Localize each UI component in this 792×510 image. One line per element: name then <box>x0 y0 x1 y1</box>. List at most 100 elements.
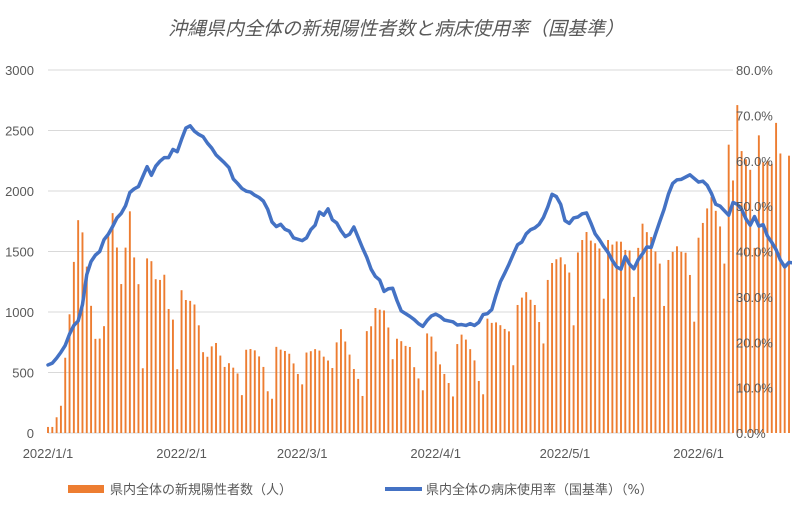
bar <box>421 390 424 433</box>
bar <box>202 352 205 433</box>
bar <box>223 366 226 433</box>
bar <box>447 383 450 433</box>
bar <box>184 300 187 433</box>
bar <box>740 151 743 433</box>
bar <box>469 349 472 433</box>
bar <box>396 338 398 433</box>
bar <box>443 373 446 433</box>
bar <box>620 241 622 433</box>
bar <box>568 272 571 433</box>
x-tick-label: 2022/4/1 <box>410 446 461 461</box>
bar <box>417 378 420 433</box>
y-right-tick-label: 0.0% <box>736 426 766 441</box>
bar <box>227 363 230 433</box>
bar <box>564 264 566 433</box>
bar <box>693 321 696 433</box>
bar <box>594 243 597 433</box>
bar <box>314 349 317 433</box>
bar <box>128 211 131 433</box>
bar <box>581 240 584 433</box>
bar <box>47 426 49 433</box>
bar <box>585 232 588 433</box>
y-right-tick-label: 20.0% <box>736 335 773 350</box>
bar <box>658 263 661 433</box>
legend: 県内全体の新規陽性者数（人） 県内全体の病床使用率（国基準）（%） <box>68 482 653 498</box>
x-tick-label: 2022/1/1 <box>23 446 74 461</box>
bar <box>344 341 347 433</box>
bed-occupancy-line <box>46 124 792 367</box>
bar <box>723 263 726 433</box>
bar <box>115 247 118 433</box>
bar <box>788 155 790 434</box>
bar <box>240 395 243 433</box>
bar <box>391 359 394 433</box>
bar <box>546 279 549 433</box>
y-left-tick-label: 3000 <box>5 63 34 78</box>
bar <box>77 220 80 433</box>
x-axis: 2022/1/1 2022/2/1 2022/3/1 2022/4/1 2022/5/1… <box>23 446 724 461</box>
bar <box>249 349 252 433</box>
bar <box>607 240 610 433</box>
bar <box>749 169 752 433</box>
bar <box>598 248 601 433</box>
bar <box>645 232 648 433</box>
bar <box>176 369 179 433</box>
bar <box>400 341 403 433</box>
bar <box>473 360 476 433</box>
y-left-tick-label: 2500 <box>5 124 34 139</box>
bar <box>266 391 269 433</box>
bar <box>628 250 631 433</box>
y-axis-left: 0 500 1000 1500 2000 2500 3000 <box>5 63 34 441</box>
bar <box>753 247 756 433</box>
bar <box>55 417 58 433</box>
bar <box>51 426 54 433</box>
bar <box>163 274 166 433</box>
bar <box>663 305 666 433</box>
bar <box>245 349 248 433</box>
bar <box>141 368 144 433</box>
bar <box>538 322 541 433</box>
bar <box>520 297 523 433</box>
bar <box>697 237 700 433</box>
bar <box>107 236 110 433</box>
bar <box>542 343 545 433</box>
bar <box>146 258 149 433</box>
bar <box>688 274 691 433</box>
y-left-tick-label: 1000 <box>5 305 34 320</box>
bar <box>98 338 101 433</box>
bar <box>309 351 312 433</box>
bar <box>133 257 136 433</box>
bar <box>64 357 67 433</box>
bar <box>374 308 377 433</box>
bar <box>348 354 351 433</box>
bar <box>150 261 153 433</box>
bar <box>624 249 627 433</box>
bar <box>641 223 644 433</box>
bar <box>197 325 200 433</box>
bar <box>262 366 265 433</box>
bar <box>757 135 760 433</box>
bar <box>370 326 373 433</box>
bar <box>529 299 532 433</box>
bar <box>602 298 605 433</box>
bar <box>783 263 786 433</box>
bar <box>159 279 161 433</box>
bar <box>284 350 286 433</box>
bar <box>632 296 635 434</box>
bar <box>189 300 192 433</box>
bar <box>335 342 338 433</box>
bar <box>365 331 368 433</box>
bar <box>408 346 411 433</box>
x-tick-label: 2022/3/1 <box>277 446 328 461</box>
bar <box>615 241 618 433</box>
y-right-tick-label: 30.0% <box>736 290 773 305</box>
bar <box>525 292 528 433</box>
gridlines <box>48 69 733 434</box>
bar <box>275 346 278 433</box>
legend-label-bars: 県内全体の新規陽性者数（人） <box>110 482 292 498</box>
bar <box>559 257 562 433</box>
bar <box>167 308 170 433</box>
bar <box>676 246 678 433</box>
bar <box>684 252 687 433</box>
bar <box>736 105 739 433</box>
